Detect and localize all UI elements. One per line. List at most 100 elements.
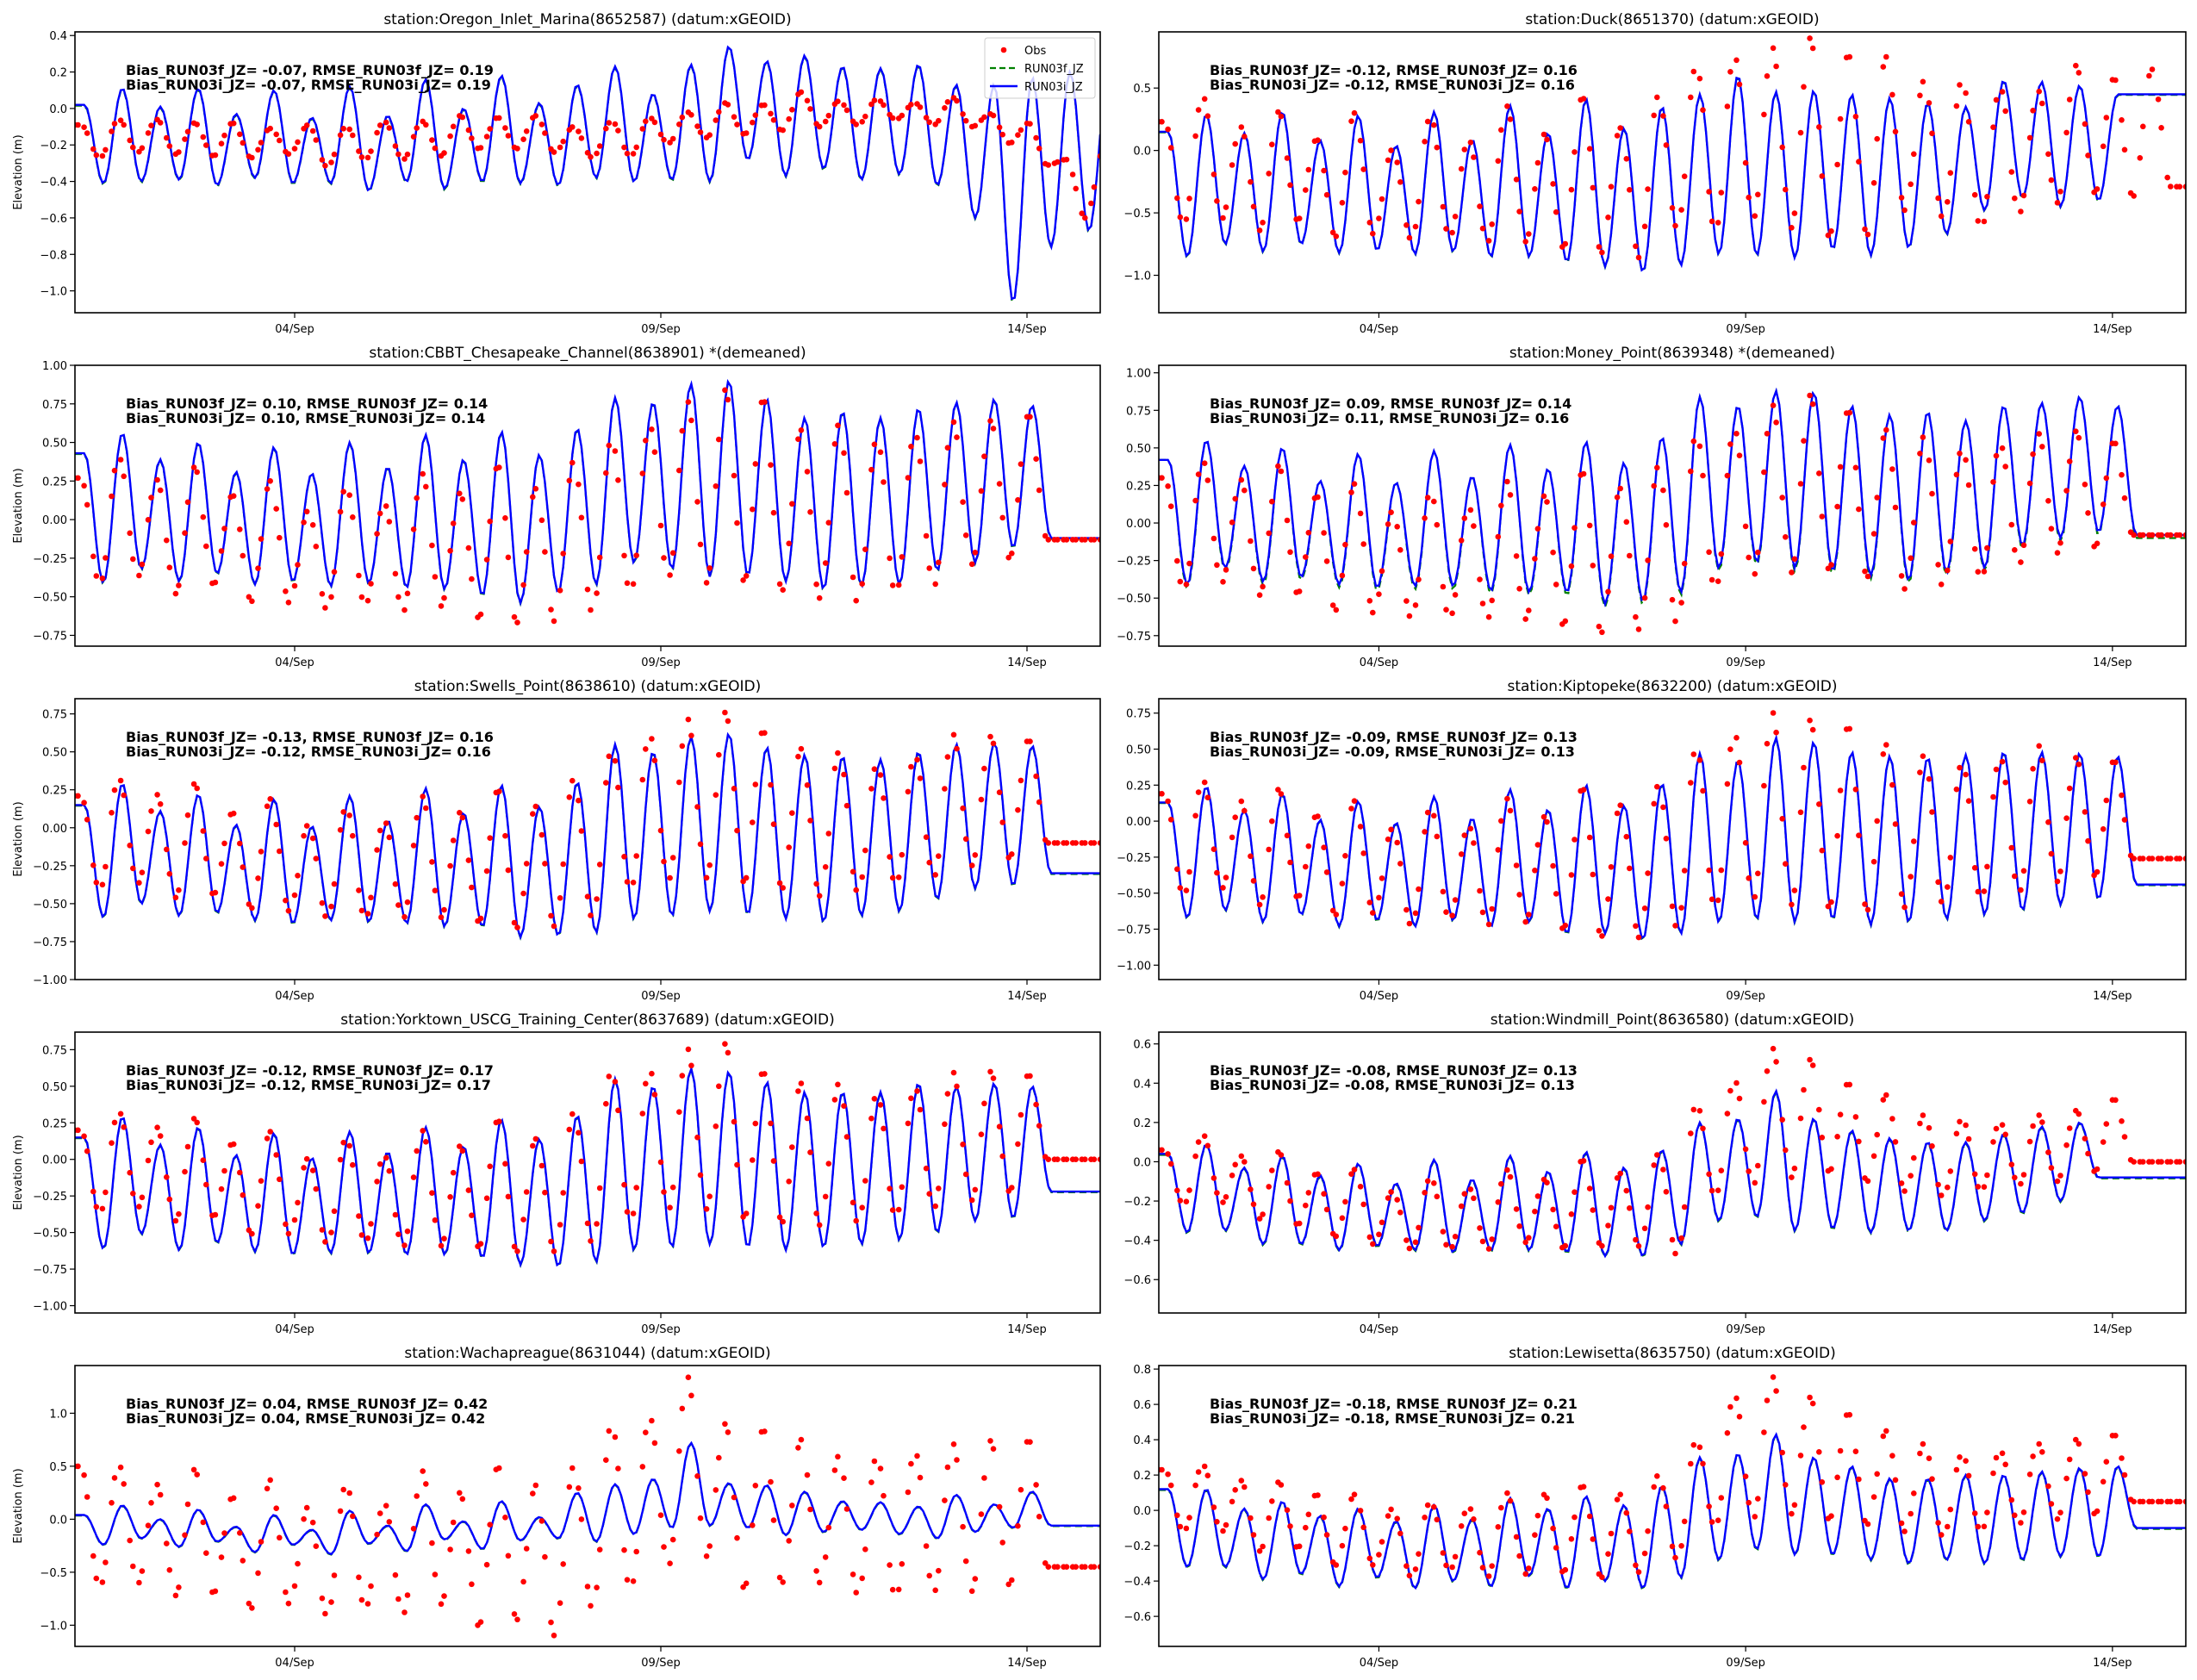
obs-point: [358, 907, 365, 914]
obs-point: [184, 1143, 191, 1150]
obs-point: [954, 434, 960, 440]
obs-point: [560, 551, 566, 557]
obs-point: [328, 159, 334, 165]
obs-point: [1498, 818, 1504, 824]
obs-point: [1596, 623, 1603, 630]
obs-point: [1971, 865, 1978, 871]
obs-point: [1015, 1141, 1021, 1148]
y-tick-label: 0.00: [42, 514, 67, 527]
obs-point: [1614, 494, 1621, 501]
obs-point: [1097, 840, 1100, 846]
obs-point: [990, 1446, 997, 1452]
obs-point: [2039, 1449, 2045, 1455]
obs-point: [813, 1210, 819, 1216]
obs-point: [1920, 1440, 1926, 1447]
plot-area: [1159, 1374, 2186, 1591]
obs-point: [1342, 169, 1348, 176]
stats-run03f: Bias_RUN03f_JZ= 0.04, RMSE_RUN03f_JZ= 0.…: [126, 1396, 488, 1412]
obs-point: [1901, 1528, 1908, 1534]
obs-point: [1422, 139, 1428, 145]
obs-point: [776, 1574, 783, 1581]
obs-point: [1889, 1453, 1895, 1459]
obs-point: [1357, 510, 1364, 517]
obs-point: [2164, 174, 2170, 181]
x-tick-label: 14/Sep: [1007, 1657, 1046, 1670]
x-tick-label: 09/Sep: [1726, 323, 1764, 336]
obs-point: [438, 1601, 445, 1608]
obs-point: [1801, 84, 1807, 90]
obs-point: [649, 736, 655, 742]
obs-point: [1880, 751, 1887, 757]
obs-point: [2026, 799, 2033, 805]
run03i-line: [75, 45, 1100, 301]
obs-point: [786, 115, 792, 122]
obs-point: [1431, 121, 1437, 128]
obs-point: [1434, 833, 1441, 840]
obs-point: [1572, 837, 1578, 843]
stats-run03i: Bias_RUN03i_JZ= -0.09, RMSE_RUN03i_JZ= 0…: [1210, 744, 1575, 760]
obs-point: [1073, 185, 1079, 192]
obs-point: [1063, 840, 1070, 846]
obs-point: [1351, 798, 1358, 804]
obs-point: [1238, 1153, 1245, 1160]
obs-point: [835, 1081, 841, 1088]
obs-point: [594, 150, 600, 157]
y-tick-label: 0.75: [42, 709, 67, 722]
obs-point: [639, 776, 646, 783]
obs-point: [1586, 834, 1593, 841]
obs-point: [1544, 1495, 1550, 1502]
obs-point: [1874, 818, 1880, 824]
obs-point: [368, 581, 374, 587]
obs-point: [2103, 1121, 2110, 1127]
obs-point: [2149, 66, 2156, 72]
obs-point: [1516, 586, 1522, 592]
obs-point: [643, 746, 649, 752]
obs-point: [968, 1588, 975, 1595]
obs-point: [1416, 886, 1422, 893]
obs-point: [75, 475, 81, 482]
obs-point: [2100, 501, 2107, 507]
obs-point: [450, 837, 457, 843]
obs-point: [584, 150, 591, 156]
obs-point: [1614, 810, 1621, 817]
obs-point: [1260, 1543, 1266, 1550]
panel-title: station:Swells_Point(8638610) (datum:xGE…: [414, 678, 761, 695]
obs-point: [109, 128, 115, 134]
obs-point: [2030, 1123, 2036, 1129]
obs-point: [200, 513, 207, 520]
obs-point: [841, 1475, 847, 1481]
obs-point: [136, 1204, 142, 1210]
obs-point: [1201, 779, 1208, 786]
obs-point: [862, 113, 868, 120]
obs-point: [841, 771, 847, 778]
obs-point: [1901, 586, 1908, 592]
obs-point: [2076, 70, 2082, 76]
obs-point: [1504, 1490, 1510, 1496]
obs-point: [356, 572, 362, 579]
obs-point: [651, 449, 658, 455]
obs-point: [538, 1162, 545, 1169]
obs-point: [542, 549, 548, 555]
obs-point: [649, 1070, 655, 1077]
obs-point: [2039, 757, 2045, 763]
obs-point: [117, 117, 124, 123]
obs-point: [166, 1567, 173, 1573]
obs-point: [551, 149, 557, 155]
obs-point: [1351, 1167, 1358, 1173]
obs-point: [1183, 887, 1190, 893]
obs-point: [1388, 826, 1394, 833]
obs-point: [520, 136, 526, 142]
obs-point: [1370, 1562, 1376, 1568]
obs-point: [331, 1572, 338, 1578]
obs-point: [1242, 134, 1248, 140]
obs-point: [237, 526, 243, 532]
obs-point: [2082, 121, 2088, 128]
obs-point: [1238, 476, 1245, 483]
obs-point: [657, 1159, 664, 1166]
plot-area: [75, 709, 1100, 941]
obs-point: [1296, 1220, 1303, 1227]
obs-point: [1553, 582, 1559, 588]
obs-point: [1174, 866, 1180, 873]
obs-point: [465, 1548, 472, 1554]
obs-point: [1617, 125, 1623, 131]
